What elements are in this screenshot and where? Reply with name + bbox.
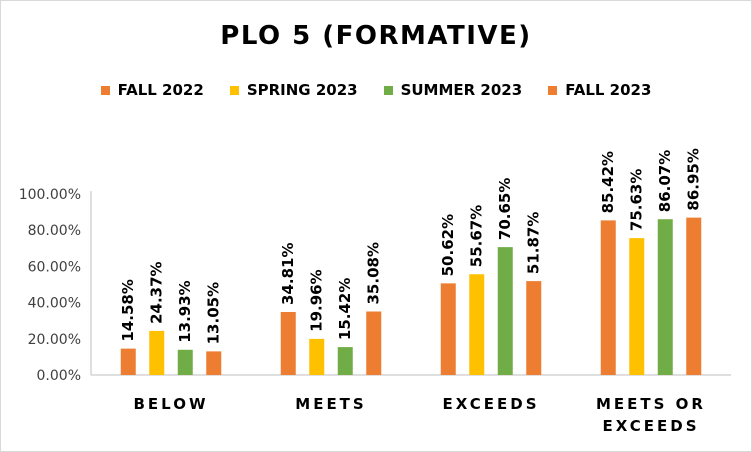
data-label: 70.65% (496, 178, 514, 240)
x-category-label: EXCEEDS (602, 417, 699, 435)
chart-title: PLO 5 (FORMATIVE) (220, 21, 532, 51)
x-category-label: EXCEEDS (442, 395, 539, 413)
data-label: 13.93% (176, 280, 194, 342)
bar-2-0 (440, 283, 456, 375)
bar-0-3 (206, 351, 222, 375)
bar-3-2 (657, 219, 673, 375)
y-tick-label: 20.00% (28, 332, 81, 348)
bar-0-1 (149, 330, 165, 375)
data-label: 85.42% (599, 151, 617, 213)
bar-0-2 (177, 349, 193, 375)
y-tick-label: 40.00% (28, 296, 81, 312)
legend-item-1: SPRING 2023 (229, 81, 358, 99)
bar-2-3 (526, 281, 542, 375)
data-label: 55.67% (468, 205, 486, 267)
bar-2-2 (497, 247, 513, 375)
data-label: 24.37% (148, 261, 166, 323)
legend-item-2: SUMMER 2023 (383, 81, 523, 99)
x-category-label: BELOW (134, 395, 209, 413)
legend-item-0: FALL 2022 (100, 81, 204, 99)
bar-1-1 (309, 338, 325, 375)
legend-label: SUMMER 2023 (400, 81, 523, 99)
bar-1-0 (280, 311, 296, 375)
data-label: 34.81% (279, 243, 297, 305)
x-category-label: MEETS OR (596, 395, 706, 413)
bar-3-0 (600, 220, 616, 375)
legend-swatch (383, 85, 393, 95)
bar-1-3 (366, 311, 382, 375)
bar-1-2 (337, 347, 353, 375)
legend-swatch (100, 85, 110, 95)
data-label: 86.07% (656, 150, 674, 212)
legend-label: FALL 2022 (117, 81, 204, 99)
data-label: 14.58% (119, 279, 137, 341)
bar-2-1 (469, 274, 485, 375)
data-label: 51.87% (525, 212, 543, 274)
x-category-label: MEETS (295, 395, 366, 413)
bar-3-3 (686, 217, 702, 375)
legend-item-3: FALL 2023 (548, 81, 651, 99)
legend-swatch (229, 85, 239, 95)
data-label: 15.42% (336, 278, 354, 340)
data-label: 19.96% (308, 269, 326, 331)
bar-0-0 (120, 348, 136, 375)
data-label: 50.62% (439, 214, 457, 276)
y-tick-label: 80.00% (28, 223, 81, 239)
y-tick-label: 0.00% (37, 368, 81, 384)
bar-3-1 (629, 238, 645, 375)
legend: FALL 2022 SPRING 2023 SUMMER 2023 FALL 2023 (1, 81, 751, 99)
data-label: 86.95% (685, 148, 703, 210)
legend-label: FALL 2023 (565, 81, 652, 99)
data-label: 75.63% (628, 169, 646, 231)
data-label: 13.05% (205, 282, 223, 344)
data-label: 35.08% (365, 242, 383, 304)
y-tick-label: 100.00% (19, 187, 81, 203)
legend-label: SPRING 2023 (246, 81, 358, 99)
y-tick-label: 60.00% (28, 259, 81, 275)
legend-swatch (548, 85, 558, 95)
